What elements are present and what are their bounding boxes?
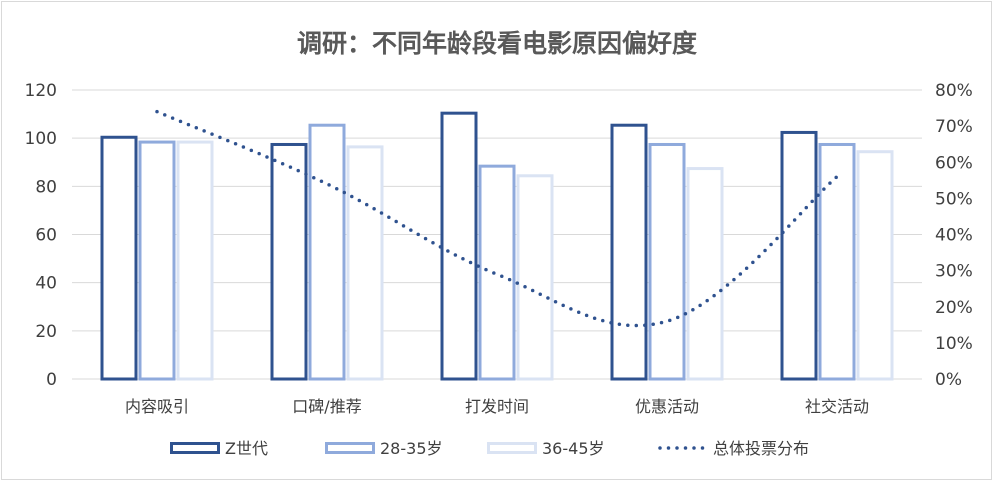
bar-2-2 <box>308 123 346 381</box>
right-tick-label: 70% <box>935 117 973 137</box>
overall-vote-line <box>155 109 839 328</box>
series-line-1 <box>155 109 839 328</box>
legend-swatch <box>325 442 375 454</box>
right-tick-label: 30% <box>935 262 973 282</box>
legend-label: 28-35岁 <box>380 439 443 458</box>
bar-1-3 <box>440 111 478 381</box>
bar-1-4 <box>610 123 648 381</box>
left-tick-label: 0 <box>46 370 57 390</box>
bar-1-1 <box>100 135 138 381</box>
left-tick-label: 120 <box>25 81 57 101</box>
bar-2-5 <box>818 142 856 381</box>
left-axis-ticks: 0 20 40 60 80 100 120 <box>25 81 57 390</box>
legend-item-2: 28-35岁 <box>325 439 443 458</box>
left-tick-label: 60 <box>35 226 57 246</box>
right-axis-ticks: 0% 10% 20% 30% 40% 50% 60% 70% 80% <box>935 81 973 390</box>
category-label: 打发时间 <box>465 397 529 416</box>
bar-3-5 <box>856 150 894 381</box>
right-tick-label: 20% <box>935 298 973 318</box>
left-tick-label: 80 <box>35 177 57 197</box>
left-tick-label: 100 <box>25 129 57 149</box>
right-tick-label: 80% <box>935 81 973 101</box>
bar-2-4 <box>648 142 686 381</box>
right-tick-label: 40% <box>935 226 973 246</box>
bar-1-2 <box>270 142 308 381</box>
chart-title: 调研：不同年龄段看电影原因偏好度 <box>297 29 697 58</box>
legend-swatch <box>487 442 537 454</box>
bar-3-3 <box>516 174 554 381</box>
bar-2-3 <box>478 164 516 381</box>
right-tick-label: 60% <box>935 153 973 173</box>
right-tick-label: 0% <box>935 370 962 390</box>
left-tick-label: 20 <box>35 322 57 342</box>
bars <box>100 111 894 381</box>
legend-item-3: 36-45岁 <box>487 439 605 458</box>
bar-3-2 <box>346 145 384 381</box>
legend-swatch <box>170 442 220 454</box>
category-label: 口碑/推荐 <box>292 397 361 416</box>
category-label: 社交活动 <box>805 397 869 416</box>
legend-item-1: Z世代 <box>170 439 268 458</box>
legend-label: 36-45岁 <box>542 439 605 458</box>
bar-3-1 <box>176 140 214 381</box>
bar-3-4 <box>686 167 724 381</box>
legend-item-4: 总体投票分布 <box>658 439 809 458</box>
legend-label: Z世代 <box>225 439 268 458</box>
left-tick-label: 40 <box>35 274 57 294</box>
category-label: 优惠活动 <box>635 397 699 416</box>
right-tick-label: 10% <box>935 334 973 354</box>
category-labels: 内容吸引 口碑/推荐 打发时间 优惠活动 社交活动 <box>125 397 869 416</box>
category-label: 内容吸引 <box>125 397 189 416</box>
legend-label: 总体投票分布 <box>713 439 809 458</box>
right-tick-label: 50% <box>935 189 973 209</box>
legend: Z世代 28-35岁 36-45岁 总体投票分布 <box>170 439 809 458</box>
bar-2-1 <box>138 140 176 381</box>
bar-1-5 <box>780 130 818 381</box>
